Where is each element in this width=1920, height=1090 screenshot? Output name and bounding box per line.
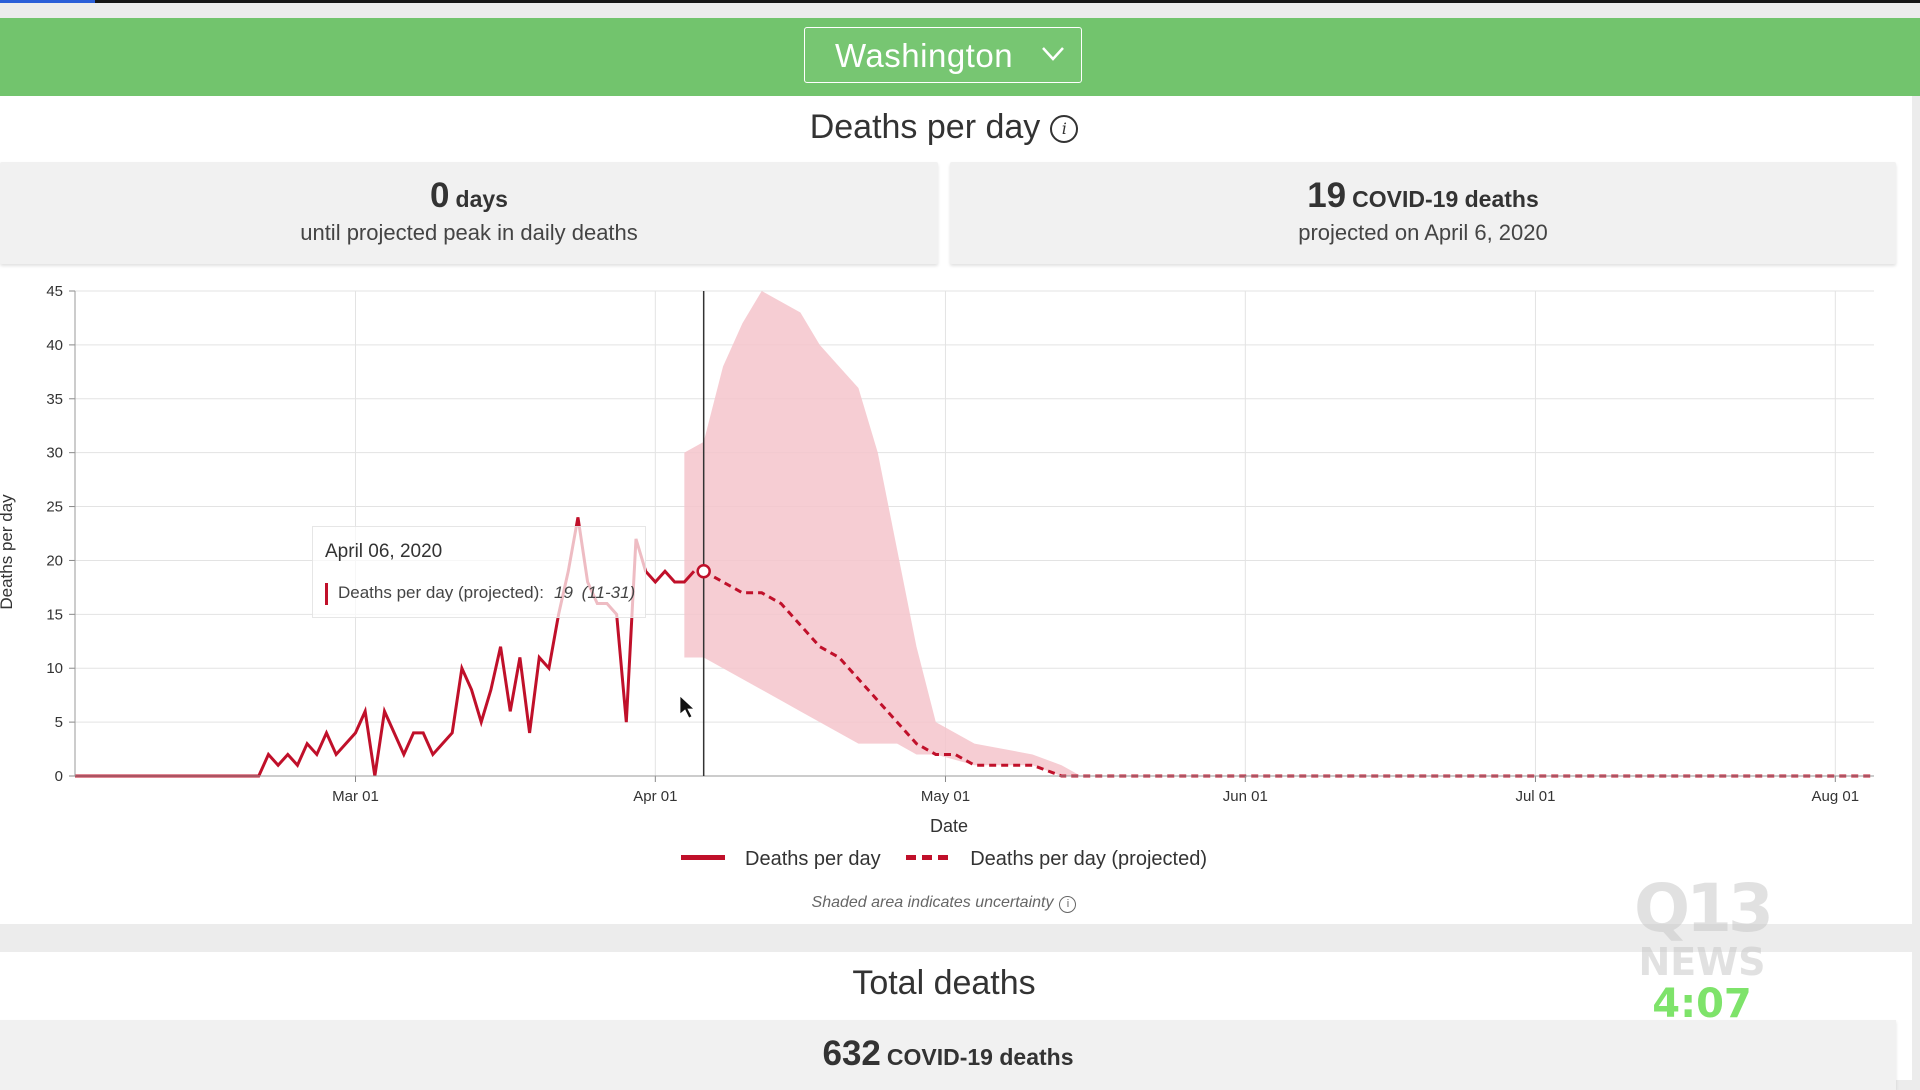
- legend-actual-label: Deaths per day: [745, 848, 881, 870]
- peak-days-caption: until projected peak in daily deaths: [300, 220, 638, 245]
- broadcast-time: 4:07: [1652, 981, 1752, 1027]
- legend-item-actual[interactable]: Deaths per day: [681, 848, 881, 871]
- x-tick-label: May 01: [921, 788, 970, 805]
- y-gridlines: [75, 290, 1874, 777]
- peak-days-value: 0: [430, 176, 450, 215]
- x-tick-label: Apr 01: [633, 788, 677, 805]
- series-line-projected: [702, 569, 1874, 778]
- deaths-per-day-title-text: Deaths per day: [809, 108, 1041, 146]
- projected-deaths-caption: projected on April 6, 2020: [1298, 220, 1548, 245]
- y-tick-label: 10: [46, 660, 63, 677]
- cursor-layer: [679, 291, 711, 776]
- highlight-point: [696, 563, 711, 579]
- info-icon[interactable]: i: [1050, 115, 1079, 143]
- y-tick-label: 0: [55, 768, 63, 785]
- legend-item-projected[interactable]: Deaths per day (projected): [906, 848, 1207, 871]
- legend-solid-swatch: [681, 855, 725, 860]
- info-icon[interactable]: i: [1059, 896, 1077, 913]
- top-bar: [0, 0, 1920, 3]
- tick-labels: 0 5 10 15 20 25 30 35 40 45 Mar 01 Apr 01 May 01 Jun …: [46, 283, 1859, 805]
- y-tick-label: 45: [46, 283, 63, 300]
- tooltip-date: April 06, 2020: [325, 541, 443, 562]
- deaths-per-day-panel: Deaths per day i 0 days until projected pe…: [0, 96, 1912, 924]
- series-line-actual: [75, 517, 696, 778]
- y-tick-label: 40: [46, 337, 63, 354]
- x-tick-label: Mar 01: [332, 788, 379, 805]
- y-tick-label: 5: [55, 714, 63, 731]
- x-axis-title: Date: [930, 816, 968, 836]
- deaths-per-day-chart[interactable]: 0 5 10 15 20 25 30 35 40 45 Mar 01 Apr 01 May 01 Jun …: [0, 0, 1920, 940]
- total-deaths-panel: Total deaths 632 COVID-19 deaths: [0, 952, 1912, 1090]
- tooltip-series-marker: [325, 583, 328, 605]
- y-tick-label: 35: [46, 391, 63, 408]
- chart-tooltip: April 06, 2020 Deaths per day (projected…: [312, 526, 646, 618]
- peak-days-card: 0 days until projected peak in daily deat…: [0, 162, 938, 264]
- mouse-pointer-icon: [679, 695, 696, 719]
- total-deaths-value: 632: [822, 1034, 881, 1073]
- chevron-down-icon: [1042, 47, 1064, 61]
- region-header: Washington: [0, 18, 1920, 96]
- axes: [69, 290, 1874, 782]
- state-dropdown[interactable]: Washington: [804, 27, 1082, 83]
- y-axis-title: Deaths per day: [0, 494, 16, 610]
- uncertainty-note: Shaded area indicates uncertainty i: [0, 894, 1888, 913]
- uncertainty-band: [684, 291, 1081, 776]
- x-tick-label: Jun 01: [1223, 788, 1268, 805]
- uncertainty-band-layer: [684, 291, 1081, 776]
- total-deaths-card: 632 COVID-19 deaths: [0, 1020, 1896, 1090]
- peak-days-unit: days: [455, 186, 508, 212]
- deaths-per-day-title: Deaths per day i: [0, 108, 1888, 147]
- projected-deaths-card: 19 COVID-19 deaths projected on April 6, …: [950, 162, 1896, 264]
- tooltip-series-name: Deaths per day (projected):: [338, 583, 544, 602]
- y-tick-label: 25: [46, 499, 63, 516]
- y-tick-label: 15: [46, 606, 63, 623]
- tooltip-value: 19: [554, 583, 573, 602]
- y-tick-label: 20: [46, 552, 63, 569]
- tooltip-row: Deaths per day (projected): 19 (11-31): [338, 583, 635, 603]
- x-tick-label: Jul 01: [1515, 788, 1555, 805]
- series-layer: [75, 517, 1874, 778]
- x-gridlines: [354, 291, 1836, 776]
- uncertainty-note-text: Shaded area indicates uncertainty: [811, 894, 1054, 911]
- state-dropdown-label: Washington: [835, 37, 1014, 74]
- total-deaths-unit: COVID-19 deaths: [886, 1044, 1074, 1070]
- logo-top: Q13: [1634, 870, 1774, 947]
- top-bar-accent: [0, 0, 95, 3]
- logo-bottom: NEWS: [1638, 940, 1766, 984]
- tooltip-range: (11-31): [581, 583, 636, 602]
- chart-legend: Deaths per day Deaths per day (projected…: [0, 848, 1888, 871]
- y-tick-label: 30: [46, 445, 63, 462]
- broadcaster-watermark: Q13 NEWS 4:07: [1632, 870, 1774, 1027]
- x-tick-label: Aug 01: [1812, 788, 1860, 805]
- total-deaths-title: Total deaths: [852, 964, 1036, 1002]
- projected-deaths-unit: COVID-19 deaths: [1352, 186, 1539, 212]
- legend-dashed-swatch: [906, 855, 951, 860]
- legend-projected-label: Deaths per day (projected): [970, 848, 1207, 870]
- projected-deaths-value: 19: [1307, 176, 1347, 215]
